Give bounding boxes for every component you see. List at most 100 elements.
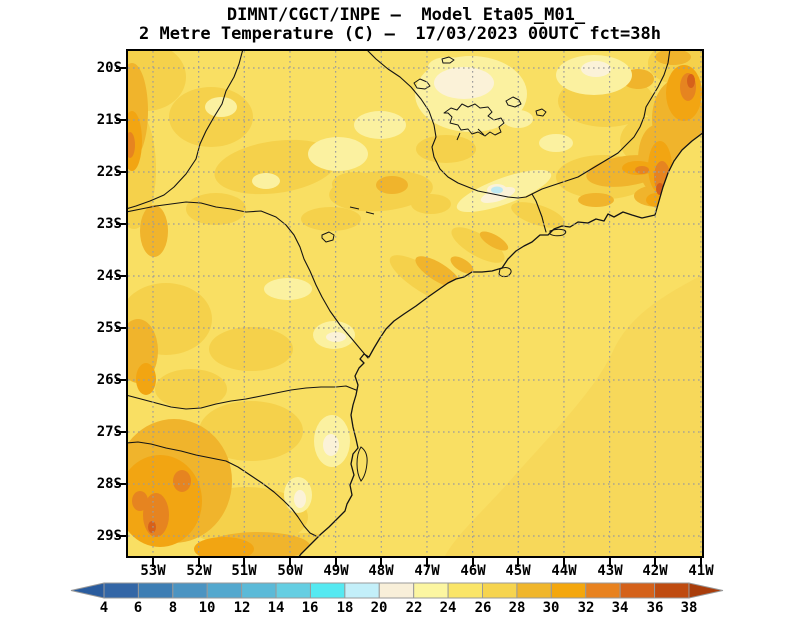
jurumirim-reservoir: [321, 231, 335, 243]
lon-tick: [517, 558, 519, 567]
colorbar-segment: [309, 582, 346, 599]
lon-tick-label: 46W: [460, 563, 486, 579]
lon-tick-label: 41W: [688, 563, 714, 579]
lon-tick-label: 44W: [551, 563, 577, 579]
lat-tick-label: 21S: [96, 112, 122, 128]
lat-tick-label: 24S: [96, 268, 122, 284]
lat-tick-label: 28S: [96, 476, 122, 492]
map-frame-border: [126, 49, 704, 558]
colorbar-tick-label: 6: [133, 600, 143, 616]
colorbar-segment: [654, 582, 690, 599]
colorbar-legend: [70, 582, 724, 599]
pr-sc-border: [126, 385, 357, 410]
lon-tick: [243, 558, 245, 567]
ocean-shade-region: [444, 274, 704, 558]
colorbar-segment: [275, 582, 311, 599]
lat-tick: [116, 223, 126, 225]
lat-tick: [116, 379, 126, 381]
colorbar-segment: [550, 582, 587, 599]
colorbar-tick-label: 8: [168, 600, 178, 616]
lon-tick: [289, 558, 291, 567]
colorbar-segment: [413, 582, 449, 599]
cool-spot: [491, 186, 503, 194]
colorbar-tick-label: 22: [405, 600, 423, 616]
colorbar-segment: [103, 582, 139, 599]
colorbar-tick-label: 14: [267, 600, 285, 616]
colorbar-tick-label: 18: [336, 600, 354, 616]
colorbar-segment: [585, 582, 621, 599]
coastline: [297, 131, 704, 558]
title-line-2: 2 Metre Temperature (C) — 17/03/2023 00U…: [139, 24, 661, 44]
colorbar-tick-label: 4: [99, 600, 109, 616]
lat-tick: [116, 327, 126, 329]
lat-tick-label: 23S: [96, 216, 122, 232]
colorbar-tick-label: 34: [611, 600, 629, 616]
colorbar-left-arrow: [70, 582, 105, 599]
ilha-grande: [549, 228, 567, 237]
lon-tick: [472, 558, 474, 567]
lon-tick-label: 47W: [414, 563, 440, 579]
colorbar-segment: [344, 582, 380, 599]
lon-tick-label: 48W: [368, 563, 394, 579]
colorbar-segment: [137, 582, 174, 599]
lat-tick: [116, 67, 126, 69]
lat-tick: [116, 483, 126, 485]
lon-tick: [335, 558, 337, 567]
colorbar-right-arrow: [688, 582, 724, 599]
lon-tick-label: 52W: [186, 563, 212, 579]
title-line-1: DIMNT/CGCT/INPE — Model Eta05_M01_: [226, 5, 586, 25]
lat-tick: [116, 535, 126, 537]
colorbar-segment: [482, 582, 518, 599]
lon-tick: [563, 558, 565, 567]
colorbar-segment: [172, 582, 208, 599]
sp-rj-border: [531, 193, 547, 233]
colorbar-tick-label: 12: [233, 600, 251, 616]
lon-tick-label: 45W: [505, 563, 531, 579]
lat-tick-label: 26S: [96, 372, 122, 388]
colorbar-tick-label: 24: [439, 600, 457, 616]
colorbar-tick-label: 10: [198, 600, 216, 616]
colorbar-tick-label: 28: [508, 600, 526, 616]
lat-tick-label: 29S: [96, 528, 122, 544]
colorbar-segment: [619, 582, 656, 599]
colorbar-segment: [378, 582, 415, 599]
ilha-santa-catarina: [356, 446, 368, 482]
lon-tick: [426, 558, 428, 567]
lon-tick-label: 50W: [277, 563, 303, 579]
lon-tick-label: 51W: [231, 563, 257, 579]
graticule-gridlines: [128, 51, 702, 556]
islands: [356, 228, 567, 482]
lon-tick-label: 49W: [323, 563, 349, 579]
lon-tick: [654, 558, 656, 567]
lakes: [321, 56, 547, 243]
furnas-reservoir: [443, 103, 505, 137]
colorbar-tick-label: 16: [301, 600, 319, 616]
colorbar-segment: [516, 582, 552, 599]
ilha-sao-sebastiao: [498, 267, 512, 278]
lon-tick: [700, 558, 702, 567]
lon-tick-label: 53W: [140, 563, 166, 579]
colorbar-tick-label: 20: [370, 600, 388, 616]
lat-tick: [116, 431, 126, 433]
lat-tick-label: 22S: [96, 164, 122, 180]
lon-tick: [152, 558, 154, 567]
lon-tick-label: 43W: [597, 563, 623, 579]
lat-tick-label: 20S: [96, 60, 122, 76]
temperature-map: [126, 49, 704, 558]
mg-sp-border: [365, 49, 533, 199]
colorbar-tick-label: 36: [646, 600, 664, 616]
lat-tick-label: 25S: [96, 320, 122, 336]
sp-pr-border: [126, 201, 369, 359]
colorbar-segment: [241, 582, 277, 599]
rj-mg-es-border: [531, 49, 671, 195]
lon-tick: [198, 558, 200, 567]
lon-tick-label: 42W: [642, 563, 668, 579]
lat-tick-label: 27S: [96, 424, 122, 440]
colorbar-tick-label: 38: [680, 600, 698, 616]
lat-tick: [116, 171, 126, 173]
lat-tick: [116, 275, 126, 277]
colorbar-segment: [206, 582, 243, 599]
colorbar-segment: [447, 582, 484, 599]
colorbar-svg: [70, 582, 724, 599]
